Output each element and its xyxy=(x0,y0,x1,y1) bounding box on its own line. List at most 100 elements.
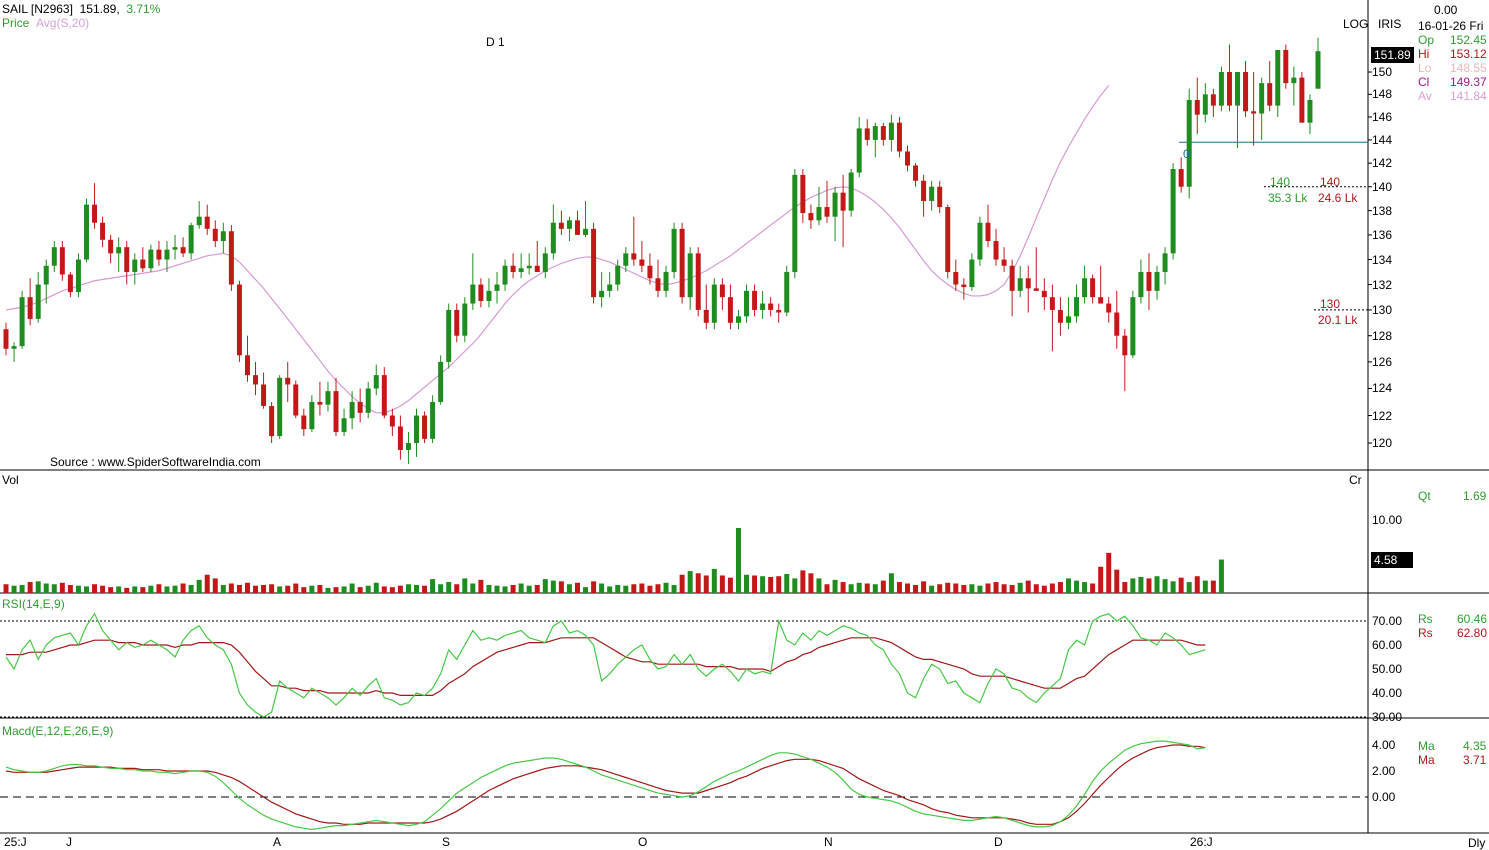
candle-down xyxy=(333,391,339,432)
volume-bar xyxy=(75,585,81,593)
volume-bar xyxy=(422,585,428,593)
candle-up xyxy=(1186,99,1192,187)
d1-label: D 1 xyxy=(486,35,505,49)
volume-bar xyxy=(671,584,677,593)
volume-bar xyxy=(558,581,564,593)
candle-up xyxy=(550,222,556,254)
volume-bar xyxy=(1138,576,1144,593)
volume-bar xyxy=(977,585,983,593)
volume-bar xyxy=(1106,552,1112,593)
level-140-right: 140 xyxy=(1320,175,1341,189)
candle-down xyxy=(1114,312,1120,336)
op-label: Op xyxy=(1418,33,1435,47)
macd-value-label: Ma xyxy=(1418,739,1435,753)
volume-bar xyxy=(1186,582,1192,593)
candle-down xyxy=(204,216,210,229)
volume-bar xyxy=(148,585,154,593)
candle-down xyxy=(1001,259,1007,266)
macd-lines xyxy=(0,740,1368,831)
candle-up xyxy=(1138,271,1144,298)
volume-bar xyxy=(164,586,170,593)
candle-up xyxy=(1202,94,1208,115)
candle-down xyxy=(1098,297,1104,304)
volume-bar xyxy=(1098,566,1104,593)
volume-bar xyxy=(816,578,822,593)
volume-bar xyxy=(357,587,363,593)
volume-bar xyxy=(494,585,500,593)
volume-bar xyxy=(43,583,49,593)
candle-down xyxy=(1009,265,1015,291)
last-price: 151.89, xyxy=(79,2,120,16)
candle-down xyxy=(422,415,428,439)
volume-bar xyxy=(727,577,733,593)
candle-up xyxy=(1082,278,1088,298)
legend-row: Price Avg(S,20) xyxy=(2,16,89,30)
candle-down xyxy=(591,228,597,298)
volume-bar xyxy=(172,585,178,593)
price-ticks xyxy=(1368,71,1372,444)
candle-down xyxy=(293,384,299,416)
candle-down xyxy=(961,284,967,288)
rsi-label: RSI(14,E,9) xyxy=(2,597,65,611)
candle-up xyxy=(196,216,202,226)
volume-bar xyxy=(1122,582,1128,593)
volume-bar xyxy=(1074,580,1080,593)
level-140-right-volume: 24.6 Lk xyxy=(1318,191,1358,205)
candle-up xyxy=(365,388,371,413)
volume-bar xyxy=(381,586,387,593)
candle-up xyxy=(309,401,315,430)
candle-down xyxy=(357,401,363,413)
candle-up xyxy=(373,375,379,389)
volume-bar xyxy=(317,584,323,593)
volume-bar xyxy=(703,575,709,593)
volume-bar xyxy=(27,582,33,593)
x-axis-label: S xyxy=(442,835,451,849)
candle-up xyxy=(1235,72,1241,106)
candle-up xyxy=(687,253,693,298)
qt-label: Qt xyxy=(1418,489,1431,503)
volume-bar xyxy=(462,578,468,593)
date-label: 16-01-26 Fri xyxy=(1418,19,1484,33)
volume-bar xyxy=(285,585,291,593)
candle-down xyxy=(1243,72,1249,112)
price-tick-label: 124 xyxy=(1372,381,1393,396)
candle-down xyxy=(59,247,65,275)
volume-bar xyxy=(792,578,798,593)
volume-bar xyxy=(1210,580,1216,593)
candle-down xyxy=(752,290,758,310)
candle-up xyxy=(792,174,798,272)
volume-bar xyxy=(848,584,854,593)
candle-up xyxy=(470,284,476,304)
log-toggle[interactable]: LOG xyxy=(1343,17,1369,31)
candle-down xyxy=(1267,83,1273,106)
volume-bar xyxy=(856,582,862,593)
candle-down xyxy=(1122,335,1128,356)
volume-bar xyxy=(591,581,597,593)
candle-up xyxy=(848,172,854,211)
volume-bar xyxy=(470,583,476,593)
price-tick-label: 122 xyxy=(1372,408,1393,423)
volume-bar xyxy=(768,576,774,593)
candle-up xyxy=(1291,77,1297,84)
price-tick-label: 148 xyxy=(1372,87,1393,102)
volume-bar xyxy=(244,582,250,593)
macd-signal-value: 3.71 xyxy=(1463,753,1487,767)
rsi-value-label: Rs xyxy=(1418,612,1433,626)
rsi-signal-line xyxy=(6,637,1206,697)
volume-bar xyxy=(373,582,379,593)
symbol: SAIL [N2963] xyxy=(2,2,73,16)
candle-up xyxy=(711,284,717,323)
candle-down xyxy=(727,297,733,323)
candles xyxy=(3,37,1321,464)
volume-bar xyxy=(985,583,991,593)
volume-bar xyxy=(35,581,41,593)
volume-bar xyxy=(776,576,782,593)
volume-bar xyxy=(1170,581,1176,593)
rsi-lines xyxy=(0,612,1368,718)
volume-bar xyxy=(204,574,210,593)
candle-up xyxy=(816,207,822,221)
candle-up xyxy=(977,222,983,260)
volume-bar xyxy=(212,578,218,593)
